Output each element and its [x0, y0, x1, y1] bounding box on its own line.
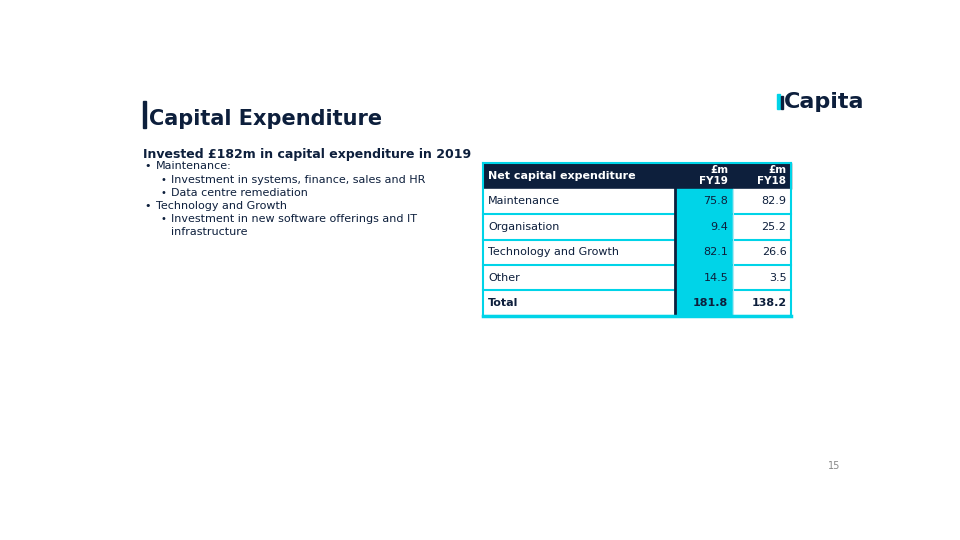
Bar — [733, 214, 791, 240]
Bar — [483, 189, 675, 214]
Text: Technology and Growth: Technology and Growth — [488, 247, 619, 257]
Text: •: • — [160, 174, 166, 185]
Bar — [733, 189, 791, 214]
Text: Invested £182m in capital expenditure in 2019: Invested £182m in capital expenditure in… — [143, 148, 471, 161]
Bar — [675, 265, 733, 291]
Text: •: • — [145, 201, 152, 211]
Text: 25.2: 25.2 — [761, 222, 786, 232]
Text: Maintenance:: Maintenance: — [156, 161, 231, 171]
Text: infrastructure: infrastructure — [171, 227, 248, 237]
Text: Other: Other — [488, 273, 520, 283]
Text: 3.5: 3.5 — [769, 273, 786, 283]
Bar — [675, 214, 733, 240]
Text: 26.6: 26.6 — [761, 247, 786, 257]
Text: Technology and Growth: Technology and Growth — [156, 201, 287, 211]
Bar — [483, 163, 791, 189]
Text: Maintenance: Maintenance — [488, 197, 561, 206]
Text: 14.5: 14.5 — [704, 273, 729, 283]
Text: Organisation: Organisation — [488, 222, 560, 232]
Bar — [675, 240, 733, 265]
Text: 181.8: 181.8 — [693, 298, 729, 308]
Bar — [733, 291, 791, 316]
Text: 9.4: 9.4 — [710, 222, 729, 232]
Text: Net capital expenditure: Net capital expenditure — [488, 171, 636, 181]
Text: 75.8: 75.8 — [704, 197, 729, 206]
Text: •: • — [160, 187, 166, 198]
Bar — [780, 96, 783, 109]
Bar — [483, 214, 675, 240]
Bar — [778, 94, 780, 110]
Text: Data centre remediation: Data centre remediation — [171, 187, 308, 198]
Text: Investment in new software offerings and IT: Investment in new software offerings and… — [171, 214, 418, 224]
Text: 15: 15 — [828, 461, 841, 471]
Text: Investment in systems, finance, sales and HR: Investment in systems, finance, sales an… — [171, 174, 425, 185]
Text: £m
FY18: £m FY18 — [757, 165, 786, 186]
Text: £m
FY19: £m FY19 — [700, 165, 729, 186]
Bar — [143, 101, 146, 128]
Bar — [733, 240, 791, 265]
Bar — [733, 265, 791, 291]
Bar — [483, 291, 675, 316]
Text: Capital Expenditure: Capital Expenditure — [150, 110, 383, 130]
Text: Total: Total — [488, 298, 518, 308]
Text: •: • — [145, 161, 152, 171]
Bar — [675, 189, 733, 214]
Bar — [483, 240, 675, 265]
Text: 138.2: 138.2 — [752, 298, 786, 308]
Text: 82.9: 82.9 — [761, 197, 786, 206]
Text: 82.1: 82.1 — [704, 247, 729, 257]
Text: Capita: Capita — [784, 92, 865, 112]
Bar — [483, 265, 675, 291]
Bar — [675, 291, 733, 316]
Text: •: • — [160, 214, 166, 224]
